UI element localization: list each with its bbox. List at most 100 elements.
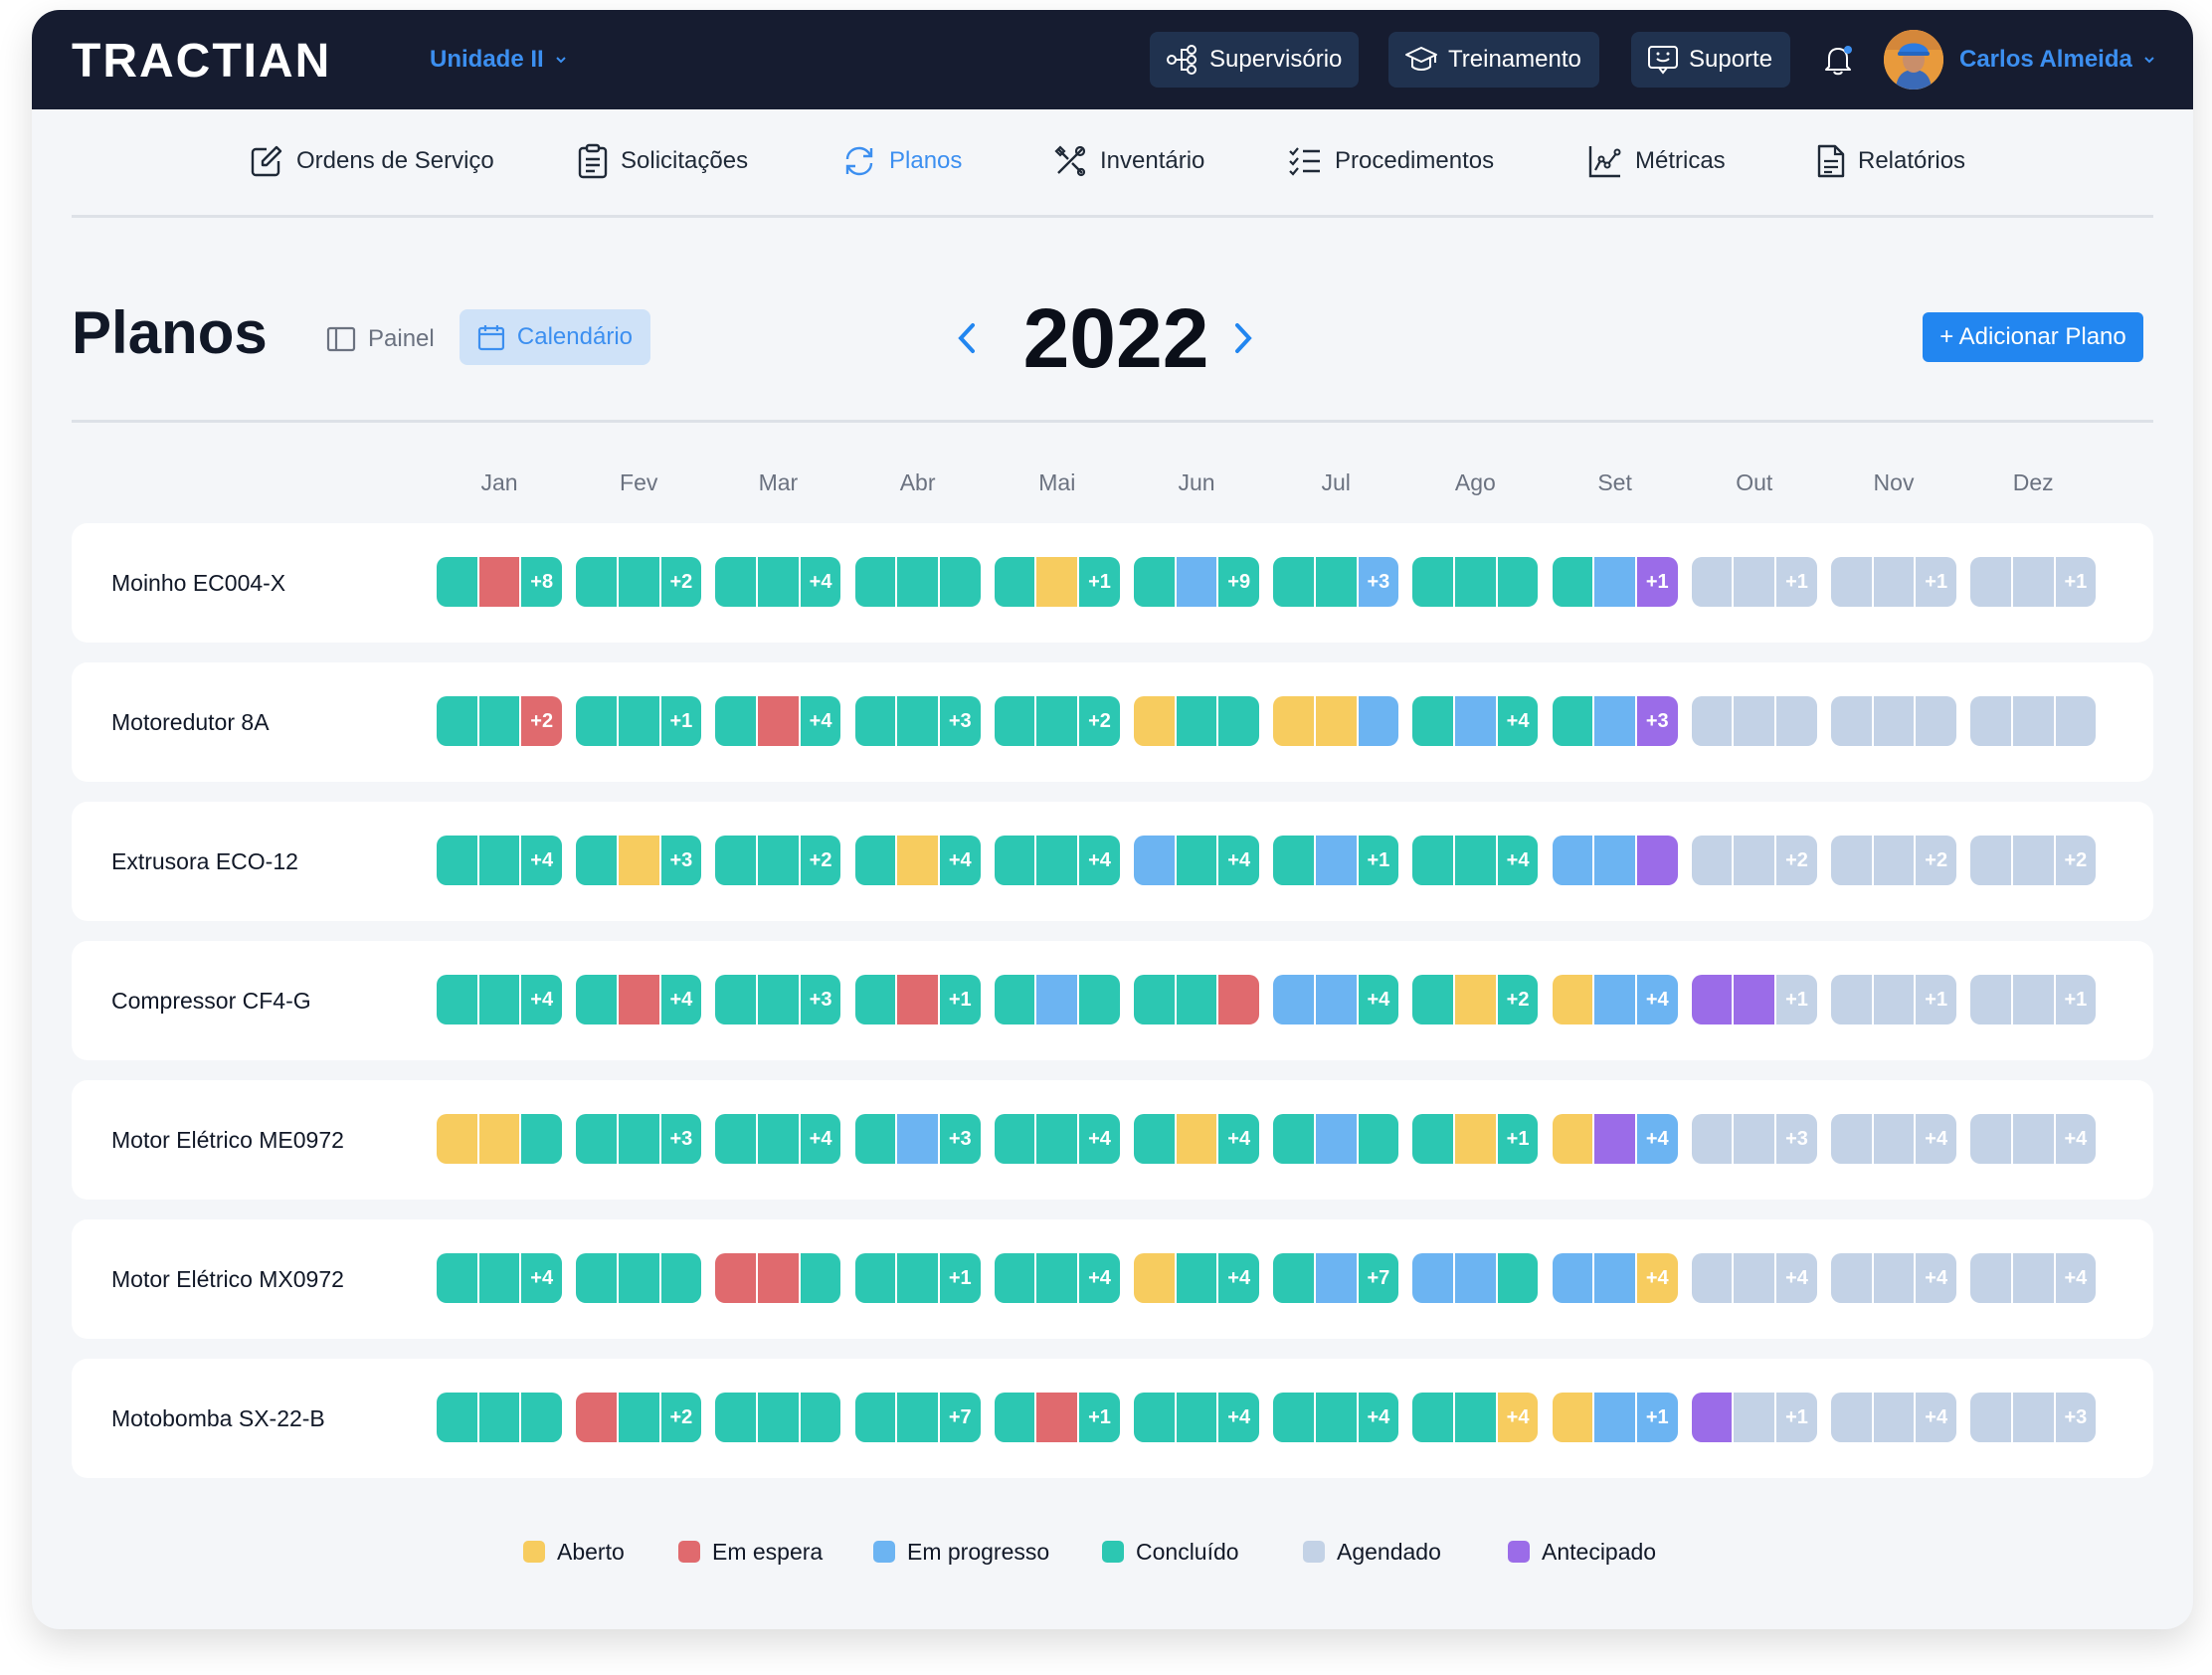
month-plan-cell[interactable]: +4 [1691,1253,1817,1303]
month-plan-cell[interactable]: +1 [1691,557,1817,607]
month-plan-cell[interactable]: +2 [1691,836,1817,885]
month-plan-cell[interactable]: +1 [1412,1114,1539,1164]
month-plan-cell[interactable]: +2 [994,696,1120,746]
asset-name[interactable]: Motor Elétrico MX0972 [111,1265,344,1292]
nav-item-ordens-de-servico[interactable]: Ordens de Serviço [249,141,494,181]
supervisorio-button[interactable]: Supervisório [1150,32,1359,88]
month-plan-cell[interactable]: +1 [1831,557,1956,607]
asset-name[interactable]: Motobomba SX-22-B [111,1404,325,1431]
month-plan-cell[interactable]: +4 [1552,1253,1678,1303]
nav-item-metricas[interactable]: Métricas [1587,141,1726,181]
month-plan-cell[interactable]: +4 [1970,1114,2097,1164]
month-plan-cell[interactable]: +4 [1552,975,1678,1024]
month-plan-cell[interactable]: +3 [715,975,841,1024]
month-plan-cell[interactable]: +1 [854,975,981,1024]
suporte-button[interactable]: Suporte [1631,32,1790,88]
month-plan-cell[interactable]: +2 [576,557,702,607]
month-plan-cell[interactable] [1412,1253,1539,1303]
month-plan-cell[interactable]: +4 [576,975,702,1024]
month-plan-cell[interactable]: +1 [1273,836,1399,885]
month-plan-cell[interactable]: +1 [1970,975,2097,1024]
month-plan-cell[interactable]: +2 [1412,975,1539,1024]
month-plan-cell[interactable]: +4 [437,836,562,885]
month-plan-cell[interactable] [715,1393,841,1442]
month-plan-cell[interactable] [854,557,981,607]
month-plan-cell[interactable]: +4 [1412,836,1539,885]
month-plan-cell[interactable] [1134,975,1259,1024]
unit-selector[interactable]: Unidade II [430,40,568,80]
month-plan-cell[interactable]: +3 [1970,1393,2097,1442]
asset-name[interactable]: Extrusora ECO-12 [111,847,298,874]
month-plan-cell[interactable]: +4 [1552,1114,1678,1164]
month-plan-cell[interactable] [437,1114,562,1164]
month-plan-cell[interactable]: +7 [854,1393,981,1442]
view-painel-button[interactable]: Painel [310,313,451,365]
month-plan-cell[interactable]: +3 [576,836,702,885]
next-year-button[interactable] [1223,318,1263,358]
month-plan-cell[interactable] [994,975,1120,1024]
month-plan-cell[interactable]: +4 [715,1114,841,1164]
previous-year-button[interactable] [947,318,987,358]
month-plan-cell[interactable]: +4 [1412,696,1539,746]
asset-name[interactable]: Motoredutor 8A [111,708,270,735]
month-plan-cell[interactable]: +4 [437,1253,562,1303]
month-plan-cell[interactable]: +4 [1831,1253,1956,1303]
month-plan-cell[interactable]: +4 [1134,1253,1259,1303]
month-plan-cell[interactable]: +4 [994,1253,1120,1303]
month-plan-cell[interactable]: +1 [1831,975,1956,1024]
month-plan-cell[interactable]: +4 [994,1114,1120,1164]
month-plan-cell[interactable]: +1 [1691,1393,1817,1442]
month-plan-cell[interactable]: +3 [1273,557,1399,607]
month-plan-cell[interactable]: +4 [715,557,841,607]
month-plan-cell[interactable] [1552,836,1678,885]
month-plan-cell[interactable]: +7 [1273,1253,1399,1303]
nav-item-relatorios[interactable]: Relatórios [1816,141,1965,181]
month-plan-cell[interactable] [1831,696,1956,746]
month-plan-cell[interactable]: +4 [715,696,841,746]
month-plan-cell[interactable]: +3 [1552,696,1678,746]
month-plan-cell[interactable]: +2 [576,1393,702,1442]
month-plan-cell[interactable]: +2 [715,836,841,885]
month-plan-cell[interactable]: +8 [437,557,562,607]
month-plan-cell[interactable]: +4 [1134,836,1259,885]
month-plan-cell[interactable]: +3 [1691,1114,1817,1164]
treinamento-button[interactable]: Treinamento [1388,32,1599,88]
month-plan-cell[interactable]: +3 [854,696,981,746]
month-plan-cell[interactable] [1970,696,2097,746]
asset-name[interactable]: Motor Elétrico ME0972 [111,1126,344,1153]
asset-name[interactable]: Compressor CF4-G [111,987,311,1014]
month-plan-cell[interactable]: +4 [1831,1114,1956,1164]
month-plan-cell[interactable]: +2 [1970,836,2097,885]
month-plan-cell[interactable] [1134,696,1259,746]
month-plan-cell[interactable]: +9 [1134,557,1259,607]
month-plan-cell[interactable]: +1 [994,1393,1120,1442]
month-plan-cell[interactable]: +4 [1970,1253,2097,1303]
month-plan-cell[interactable]: +2 [437,696,562,746]
user-menu[interactable]: Carlos Almeida [1959,40,2156,80]
month-plan-cell[interactable]: +4 [1273,975,1399,1024]
month-plan-cell[interactable]: +4 [437,975,562,1024]
month-plan-cell[interactable] [715,1253,841,1303]
view-calendar-button[interactable]: Calendário [460,309,650,365]
month-plan-cell[interactable]: +3 [576,1114,702,1164]
month-plan-cell[interactable]: +1 [1552,1393,1678,1442]
month-plan-cell[interactable]: +4 [1412,1393,1539,1442]
month-plan-cell[interactable] [1691,696,1817,746]
nav-item-planos[interactable]: Planos [841,141,962,181]
month-plan-cell[interactable]: +4 [994,836,1120,885]
nav-item-solicitacoes[interactable]: Solicitações [577,141,748,181]
month-plan-cell[interactable]: +4 [1273,1393,1399,1442]
month-plan-cell[interactable]: +1 [1552,557,1678,607]
tractian-logo[interactable]: TRACTIAN [72,30,370,90]
month-plan-cell[interactable]: +1 [1691,975,1817,1024]
month-plan-cell[interactable] [1412,557,1539,607]
month-plan-cell[interactable]: +1 [1970,557,2097,607]
month-plan-cell[interactable]: +4 [1134,1393,1259,1442]
month-plan-cell[interactable]: +4 [1831,1393,1956,1442]
month-plan-cell[interactable] [437,1393,562,1442]
month-plan-cell[interactable]: +4 [1134,1114,1259,1164]
nav-item-procedimentos[interactable]: Procedimentos [1287,141,1494,181]
month-plan-cell[interactable] [576,1253,702,1303]
month-plan-cell[interactable]: +1 [576,696,702,746]
asset-name[interactable]: Moinho EC004-X [111,569,286,596]
